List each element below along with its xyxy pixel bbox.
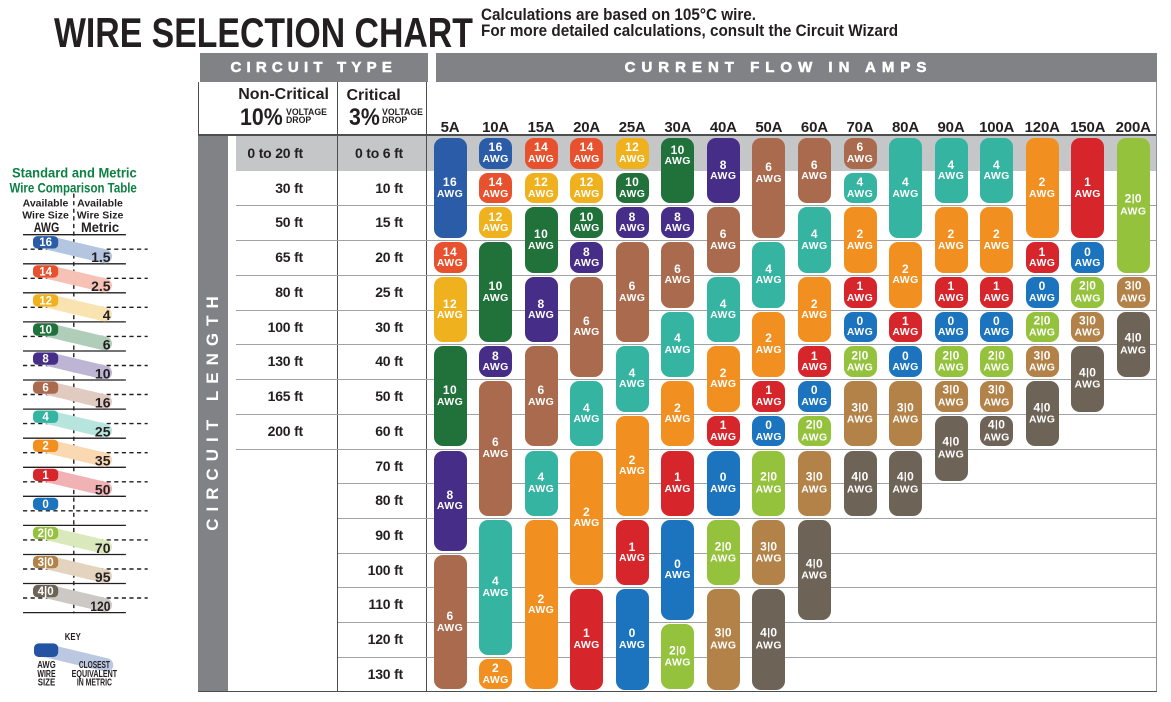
svg-text:SIZE: SIZE xyxy=(38,678,56,689)
svg-text:AWG: AWG xyxy=(34,219,60,235)
svg-text:120: 120 xyxy=(90,598,110,614)
svg-text:4: 4 xyxy=(103,307,111,323)
svg-text:1: 1 xyxy=(42,470,49,482)
svg-text:70: 70 xyxy=(95,540,111,556)
svg-text:4: 4 xyxy=(42,412,49,424)
svg-text:16: 16 xyxy=(39,237,52,249)
svg-text:Available: Available xyxy=(77,198,123,210)
svg-text:Metric: Metric xyxy=(81,219,119,235)
svg-text:Wire Comparison Table: Wire Comparison Table xyxy=(10,180,138,195)
svg-text:6: 6 xyxy=(42,383,48,395)
svg-text:Standard and Metric: Standard and Metric xyxy=(12,166,137,181)
svg-text:EQUIVALENT: EQUIVALENT xyxy=(72,669,118,680)
svg-text:Wire Size: Wire Size xyxy=(22,210,69,222)
svg-text:4|0: 4|0 xyxy=(38,586,54,598)
svg-text:14: 14 xyxy=(39,266,52,278)
svg-text:Wire Size: Wire Size xyxy=(77,210,124,222)
svg-text:16: 16 xyxy=(95,394,111,410)
svg-text:2: 2 xyxy=(42,441,48,453)
svg-text:3|0: 3|0 xyxy=(38,557,54,569)
svg-text:WIRE: WIRE xyxy=(37,669,55,680)
svg-text:1.5: 1.5 xyxy=(91,249,111,265)
svg-text:KEY: KEY xyxy=(65,631,81,643)
svg-text:12: 12 xyxy=(39,295,52,307)
svg-text:25: 25 xyxy=(95,424,111,440)
svg-text:6: 6 xyxy=(103,336,111,352)
svg-text:IN METRIC: IN METRIC xyxy=(77,678,112,689)
svg-text:Available: Available xyxy=(23,198,69,210)
svg-text:50: 50 xyxy=(95,482,111,498)
svg-text:0: 0 xyxy=(42,499,48,511)
svg-text:2.5: 2.5 xyxy=(91,278,111,294)
svg-text:2|0: 2|0 xyxy=(38,528,54,540)
svg-text:35: 35 xyxy=(95,453,111,469)
svg-text:10: 10 xyxy=(39,324,52,336)
svg-text:95: 95 xyxy=(95,569,111,585)
svg-text:8: 8 xyxy=(42,354,49,366)
svg-text:AWG: AWG xyxy=(37,660,56,671)
svg-text:CLOSEST: CLOSEST xyxy=(79,660,110,671)
svg-text:10: 10 xyxy=(95,365,111,381)
